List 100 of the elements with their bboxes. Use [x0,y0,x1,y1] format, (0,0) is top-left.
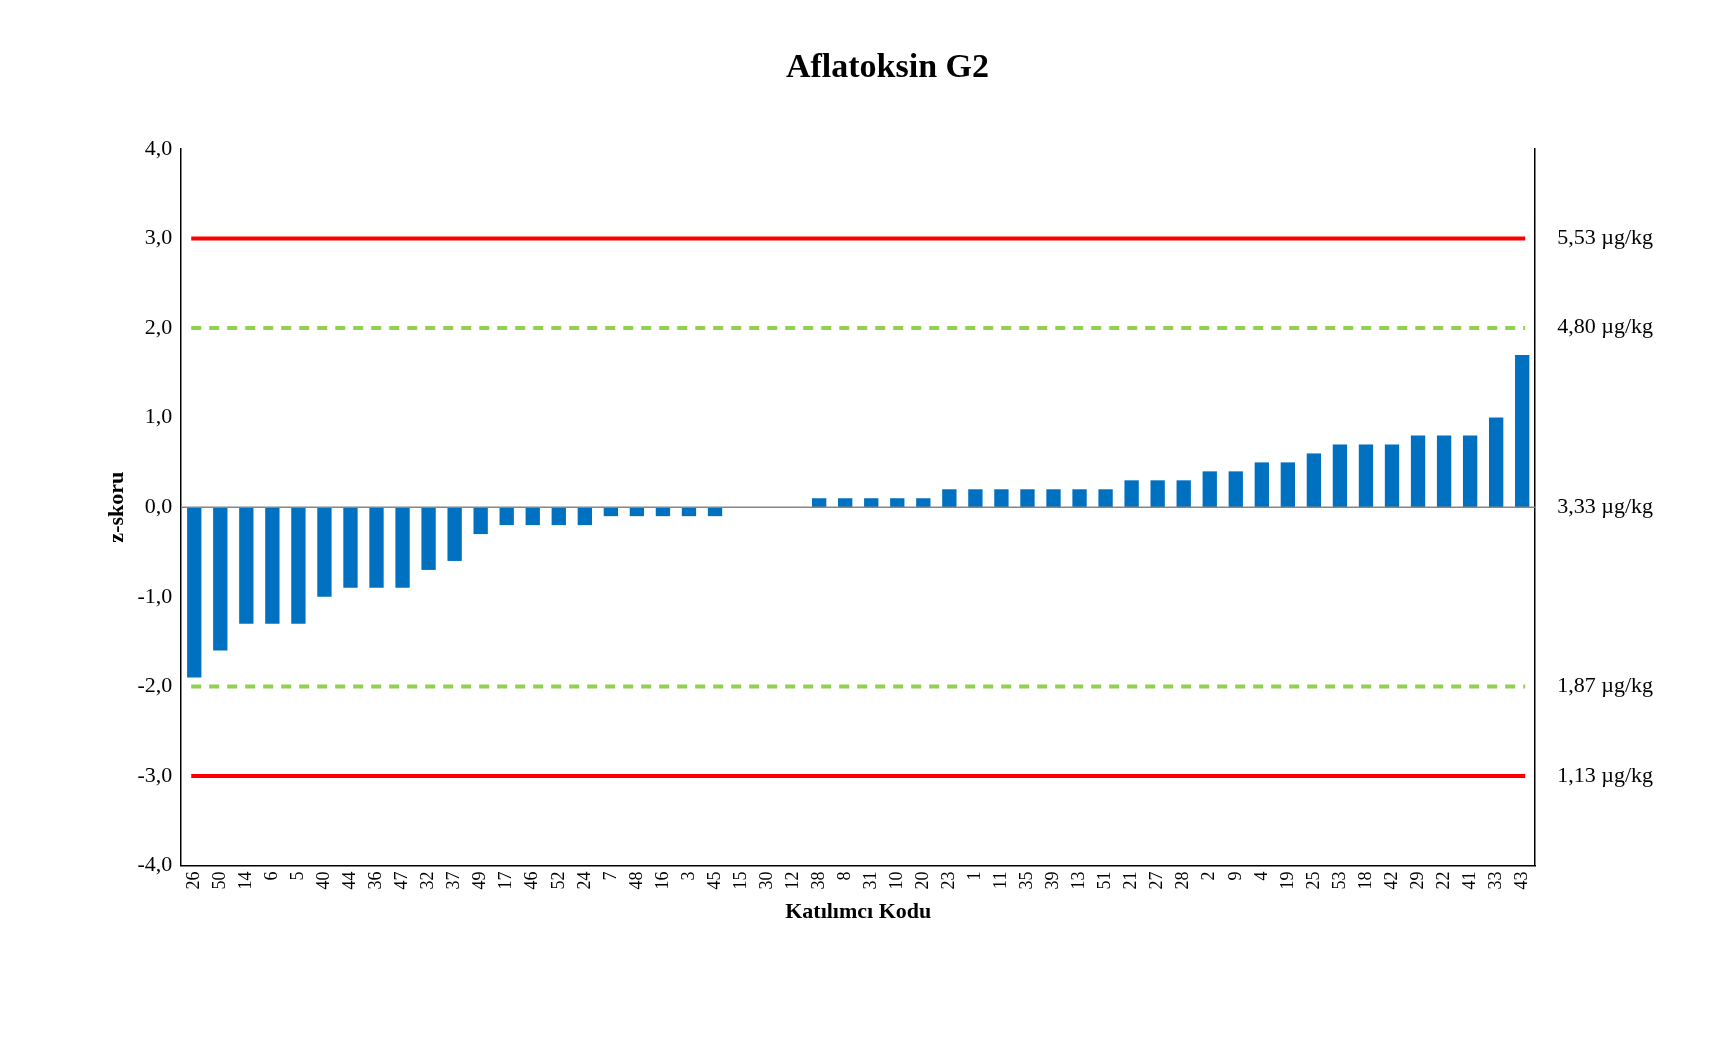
x-tick-label: 43 [1510,871,1531,890]
bar [551,507,566,526]
x-tick-label: 31 [859,871,880,890]
y2-tick-label: 5,53 µg/kg [1557,223,1654,249]
bar [1124,480,1139,508]
bar [421,507,436,570]
bar [1202,471,1217,508]
bar [499,507,514,526]
x-tick-label: 4 [1250,871,1271,881]
x-tick-label: 49 [469,871,490,890]
bar [1488,417,1504,508]
y-tick-label: 3,0 [144,224,173,250]
x-tick-label: 24 [573,871,594,890]
x-tick-label: 20 [912,871,933,890]
y-axis-title: z-skoru [102,471,128,543]
bar [1410,435,1426,508]
x-tick-label: 29 [1406,871,1427,890]
x-tick-label: 40 [313,871,334,890]
bar [239,507,254,624]
x-tick-label: 6 [261,871,282,881]
x-tick-label: 41 [1458,871,1479,890]
y-tick-label: -3,0 [137,761,173,787]
x-tick-label: 11 [990,871,1011,889]
y-tick-label: 0,0 [144,492,173,518]
bar [1332,444,1348,508]
bar [265,507,280,624]
x-tick-label: 26 [182,871,203,890]
x-tick-label: 8 [833,871,854,881]
x-tick-label: 15 [729,871,750,890]
x-tick-label: 13 [1068,871,1089,890]
y-tick-label: -2,0 [137,672,173,698]
bar [525,507,540,526]
x-tick-label: 28 [1172,871,1193,890]
bar [1072,489,1087,508]
x-tick-label: 25 [1302,871,1323,890]
x-tick-label: 30 [755,871,776,890]
bar [447,507,462,561]
x-tick-label: 47 [391,871,412,890]
x-tick-label: 17 [495,871,516,890]
x-tick-label: 27 [1146,871,1167,890]
bar [1098,489,1113,508]
bar [343,507,358,588]
bar [1046,489,1061,508]
x-tick-label: 12 [781,871,802,890]
x-tick-label: 39 [1042,871,1063,890]
x-tick-label: 23 [938,871,959,890]
x-tick-label: 3 [677,871,698,881]
y2-tick-label: 1,13 µg/kg [1557,762,1654,788]
bar [369,507,384,588]
x-tick-label: 44 [339,871,360,890]
bar [1176,480,1191,508]
bar [291,507,306,624]
bar [1384,444,1400,508]
x-tick-label: 52 [547,871,568,890]
x-tick-label: 33 [1484,871,1505,890]
x-tick-label: 9 [1224,871,1245,881]
x-tick-label: 48 [625,871,646,890]
x-tick-label: 51 [1094,871,1115,890]
x-tick-label: 46 [521,871,542,890]
y2-tick-label: 3,33 µg/kg [1557,492,1654,518]
bar [213,507,228,651]
x-tick-label: 50 [209,871,230,890]
bar [577,507,592,526]
x-axis-title: Katılımcı Kodu [785,898,932,924]
chart-title: Aflatoksin G2 [785,47,990,85]
x-tick-label: 45 [703,871,724,890]
bar [994,489,1009,508]
bar [1358,444,1374,508]
x-tick-label: 35 [1016,871,1037,890]
y-tick-label: 4,0 [144,134,173,160]
x-tick-label: 14 [235,871,256,890]
x-tick-label: 2 [1198,871,1219,881]
x-tick-label: 37 [443,871,464,890]
bar [1306,453,1322,508]
bar [1462,435,1478,508]
x-tick-label: 36 [365,871,386,890]
bar [1150,480,1165,508]
bar [187,507,202,678]
y-tick-label: 2,0 [144,313,173,339]
bar [1228,471,1243,508]
bar [317,507,332,597]
bar [473,507,488,535]
x-tick-label: 7 [599,871,620,881]
x-tick-label: 22 [1432,871,1453,890]
x-tick-label: 38 [807,871,828,890]
bar [395,507,410,588]
x-tick-label: 1 [964,871,985,881]
x-tick-label: 21 [1120,871,1141,890]
bar [1436,435,1452,508]
x-tick-label: 10 [886,871,907,890]
bar [942,489,957,508]
y2-tick-label: 1,87 µg/kg [1557,671,1654,697]
x-tick-label: 42 [1380,871,1401,890]
x-tick-label: 16 [651,871,672,890]
bar [1254,462,1269,508]
bar [1280,462,1296,508]
x-tick-label: 53 [1328,871,1349,890]
y2-tick-label: 4,80 µg/kg [1557,313,1654,339]
bar [1515,354,1530,508]
x-tick-label: 18 [1354,871,1375,890]
